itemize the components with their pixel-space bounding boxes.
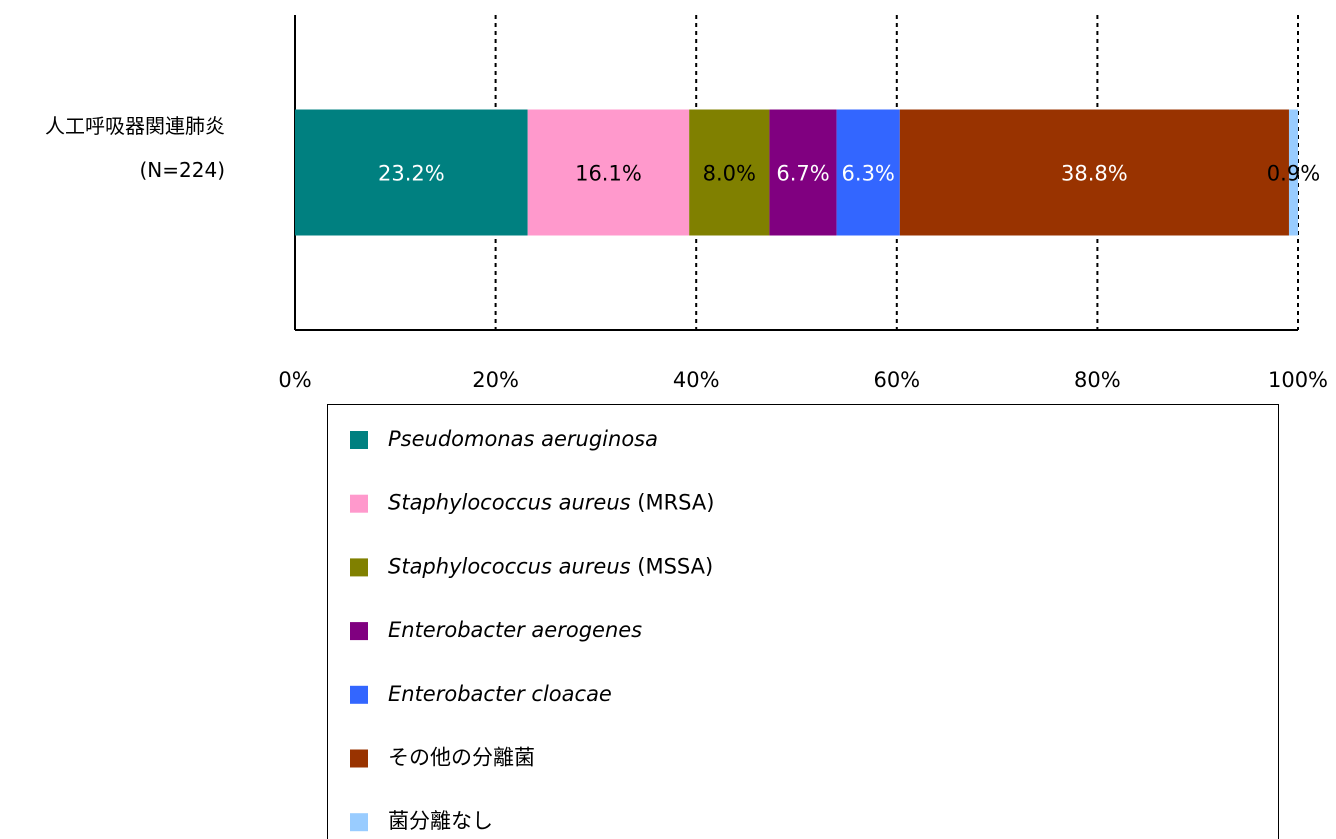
legend-label-italic: Pseudomonas aeruginosa [388,427,658,451]
legend-label: Staphylococcus aureus (MRSA) [388,491,714,515]
legend-label-italic: Enterobacter aerogenes [388,618,642,642]
bar-segment [836,109,900,236]
x-tick-label: 80% [1074,368,1121,392]
legend-swatch [350,622,368,641]
category-label: 人工呼吸器関連肺炎 [45,114,225,138]
data-label: 0.9% [1267,162,1320,186]
legend-label-italic: Enterobacter cloacae [388,682,612,706]
category-label: (N=224) [140,158,226,182]
data-label: 23.2% [378,162,445,186]
legend-box [327,404,1279,839]
data-label: 8.0% [703,162,756,186]
legend-swatch [350,431,368,449]
data-label: 16.1% [575,162,642,186]
legend-label-plain: (MSSA) [631,554,714,578]
legend-label: Staphylococcus aureus (MSSA) [388,554,713,578]
legend-label-italic: Staphylococcus aureus [388,554,631,578]
legend-label-italic: Staphylococcus aureus [388,491,631,515]
data-label: 6.3% [842,162,895,186]
legend-swatch [350,685,368,704]
x-tick-label: 0% [278,368,311,392]
bar-segment [527,109,690,236]
legend-label: 菌分離なし [388,809,493,833]
data-label: 38.8% [1061,162,1128,186]
bar-segment [295,109,528,236]
legend-label: Enterobacter cloacae [388,682,612,706]
legend-swatch [350,813,368,832]
legend-swatch [350,494,368,513]
legend-label: Pseudomonas aeruginosa [388,427,658,451]
legend-label: その他の分離菌 [388,746,535,770]
legend-label: Enterobacter aerogenes [388,618,642,642]
legend-label-plain: (MRSA) [631,491,715,515]
bar-segment [899,109,1289,236]
legend-swatch [350,558,368,577]
x-tick-label: 40% [673,368,720,392]
data-label: 6.7% [776,162,829,186]
x-tick-label: 60% [873,368,920,392]
x-tick-label: 20% [472,368,519,392]
bar-segment [769,109,837,236]
legend-swatch [350,749,368,768]
bar-segment [1288,109,1298,236]
bar-segment [689,109,770,236]
x-tick-label: 100% [1268,368,1328,392]
